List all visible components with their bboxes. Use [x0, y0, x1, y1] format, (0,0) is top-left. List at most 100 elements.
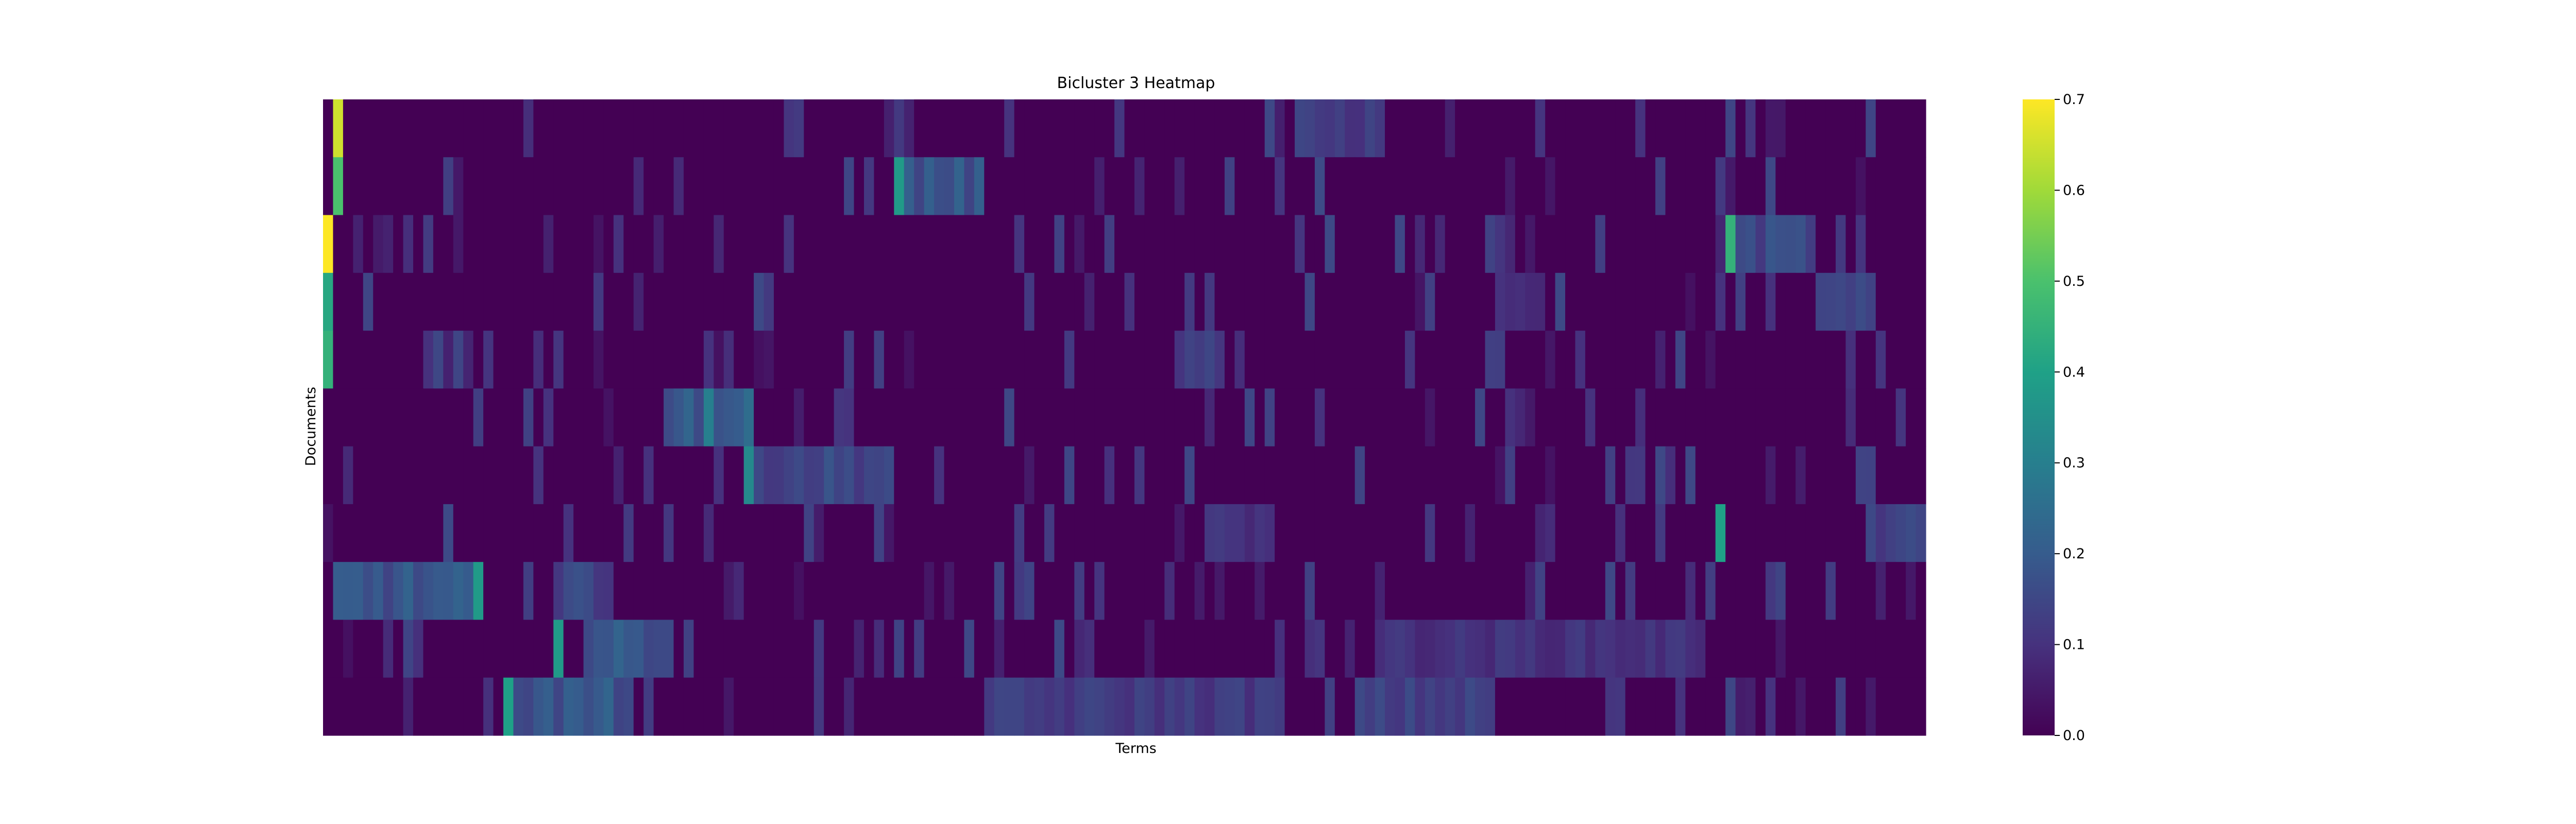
heatmap-cell — [824, 99, 835, 158]
heatmap-cell — [1024, 446, 1035, 505]
heatmap-cell — [1595, 331, 1606, 389]
heatmap-cell — [1184, 157, 1195, 216]
heatmap-cell — [1445, 99, 1455, 158]
heatmap-cell — [1375, 388, 1385, 447]
heatmap-cell — [884, 157, 894, 216]
heatmap-cell — [884, 562, 894, 621]
heatmap-cell — [1295, 446, 1306, 505]
heatmap-cell — [1916, 157, 1926, 216]
heatmap-cell — [323, 388, 334, 447]
heatmap-cell — [1114, 388, 1125, 447]
heatmap-cell — [613, 331, 624, 389]
heatmap-cell — [954, 99, 964, 158]
heatmap-cell — [593, 446, 604, 505]
heatmap-cell — [653, 504, 664, 562]
heatmap-cell — [1886, 99, 1896, 158]
heatmap-cell — [1816, 331, 1826, 389]
heatmap-cell — [1304, 620, 1315, 678]
heatmap-cell — [623, 620, 634, 678]
heatmap-cell — [413, 272, 424, 331]
heatmap-cell — [393, 272, 404, 331]
heatmap-cell — [1725, 504, 1736, 562]
heatmap-cell — [1655, 272, 1666, 331]
heatmap-cell — [1064, 446, 1075, 505]
heatmap-cell — [1435, 215, 1446, 273]
heatmap-cell — [1735, 215, 1746, 273]
heatmap-cell — [1525, 446, 1536, 505]
heatmap-cell — [563, 388, 574, 447]
heatmap-cell — [473, 677, 484, 736]
heatmap-cell — [784, 99, 794, 158]
heatmap-cell — [984, 562, 995, 621]
heatmap-cell — [904, 99, 914, 158]
heatmap-cell — [1214, 620, 1225, 678]
heatmap-cell — [1655, 446, 1666, 505]
heatmap-cell — [824, 388, 835, 447]
heatmap-cell — [1565, 215, 1576, 273]
heatmap-cell — [984, 504, 995, 562]
heatmap-cell — [613, 215, 624, 273]
heatmap-cell — [533, 504, 544, 562]
heatmap-cell — [874, 620, 885, 678]
heatmap-cell — [924, 99, 935, 158]
heatmap-cell — [1895, 677, 1906, 736]
heatmap-cell — [1695, 157, 1706, 216]
heatmap-cell — [603, 562, 614, 621]
heatmap-cell — [1785, 99, 1796, 158]
heatmap-cell — [1244, 677, 1255, 736]
heatmap-cell — [603, 215, 614, 273]
heatmap-cell — [1435, 446, 1446, 505]
heatmap-cell — [664, 157, 674, 216]
heatmap-cell — [814, 157, 824, 216]
heatmap-cell — [734, 157, 744, 216]
heatmap-cell — [333, 562, 344, 621]
heatmap-cell — [683, 620, 694, 678]
heatmap-cell — [463, 446, 474, 505]
heatmap-cell — [1064, 215, 1075, 273]
heatmap-cell — [1745, 446, 1756, 505]
heatmap-cell — [363, 331, 374, 389]
heatmap-cell — [383, 157, 394, 216]
heatmap-cell — [373, 677, 384, 736]
heatmap-cell — [1224, 99, 1235, 158]
heatmap-cell — [773, 272, 785, 331]
heatmap-cell — [743, 446, 754, 505]
heatmap-cell — [1886, 620, 1896, 678]
heatmap-cell — [383, 215, 394, 273]
heatmap-cell — [1906, 215, 1917, 273]
heatmap-cell — [1615, 446, 1626, 505]
heatmap-cell — [1435, 677, 1446, 736]
heatmap-cell — [1765, 272, 1776, 331]
heatmap-cell — [1415, 446, 1426, 505]
heatmap-cell — [1485, 446, 1496, 505]
heatmap-cell — [1785, 331, 1796, 389]
heatmap-cell — [1575, 157, 1586, 216]
heatmap-cell — [1615, 331, 1626, 389]
heatmap-cell — [1505, 272, 1516, 331]
heatmap-cell — [513, 272, 524, 331]
heatmap-cell — [1295, 388, 1306, 447]
heatmap-cell — [884, 215, 894, 273]
heatmap-cell — [1695, 99, 1706, 158]
heatmap-cell — [1004, 562, 1015, 621]
heatmap-cell — [1515, 388, 1526, 447]
heatmap-cell — [1585, 620, 1596, 678]
heatmap-cell — [553, 620, 564, 678]
heatmap-cell — [1164, 504, 1175, 562]
x-axis-label: Terms — [1115, 741, 1157, 757]
heatmap-cell — [1214, 388, 1225, 447]
heatmap-cell — [1124, 562, 1135, 621]
heatmap-cell — [1345, 215, 1355, 273]
heatmap-cell — [1685, 157, 1696, 216]
heatmap-cell — [503, 331, 514, 389]
colorbar-ticks: 0.00.10.20.30.40.50.60.7 — [2055, 92, 2085, 744]
heatmap-cell — [1765, 99, 1776, 158]
heatmap-cell — [353, 446, 364, 505]
heatmap-cell — [1735, 620, 1746, 678]
heatmap-cell — [1675, 446, 1686, 505]
heatmap-cell — [573, 446, 584, 505]
heatmap-cell — [914, 620, 925, 678]
heatmap-cell — [703, 677, 714, 736]
heatmap-cell — [623, 215, 634, 273]
heatmap-cell — [1495, 157, 1505, 216]
